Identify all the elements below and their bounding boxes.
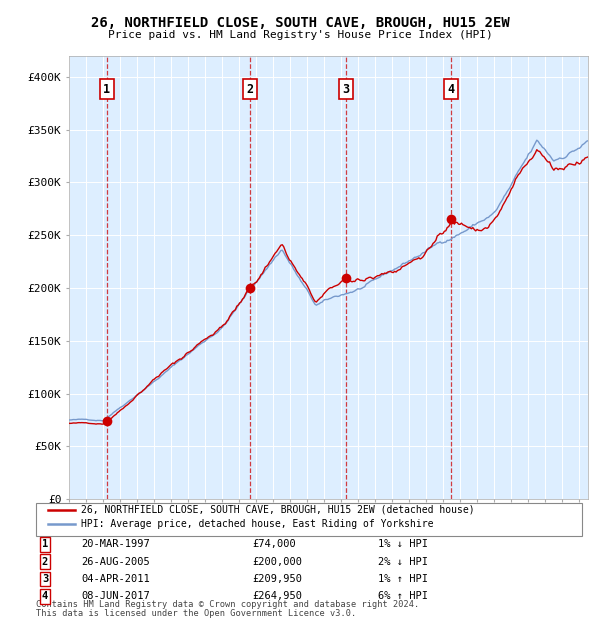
Text: 3: 3	[342, 82, 349, 95]
Text: £74,000: £74,000	[252, 539, 296, 549]
Text: 2: 2	[247, 82, 254, 95]
Text: 04-APR-2011: 04-APR-2011	[81, 574, 150, 584]
Text: £209,950: £209,950	[252, 574, 302, 584]
Text: 26, NORTHFIELD CLOSE, SOUTH CAVE, BROUGH, HU15 2EW (detached house): 26, NORTHFIELD CLOSE, SOUTH CAVE, BROUGH…	[81, 505, 475, 515]
Text: 2: 2	[42, 557, 48, 567]
Text: Price paid vs. HM Land Registry's House Price Index (HPI): Price paid vs. HM Land Registry's House …	[107, 30, 493, 40]
Text: £200,000: £200,000	[252, 557, 302, 567]
Text: 08-JUN-2017: 08-JUN-2017	[81, 591, 150, 601]
Text: £264,950: £264,950	[252, 591, 302, 601]
Text: HPI: Average price, detached house, East Riding of Yorkshire: HPI: Average price, detached house, East…	[81, 519, 433, 529]
Text: 20-MAR-1997: 20-MAR-1997	[81, 539, 150, 549]
Text: 4: 4	[447, 82, 454, 95]
Text: 1: 1	[42, 539, 48, 549]
Text: 1% ↑ HPI: 1% ↑ HPI	[378, 574, 428, 584]
Text: This data is licensed under the Open Government Licence v3.0.: This data is licensed under the Open Gov…	[36, 608, 356, 618]
Text: Contains HM Land Registry data © Crown copyright and database right 2024.: Contains HM Land Registry data © Crown c…	[36, 600, 419, 609]
Text: 26, NORTHFIELD CLOSE, SOUTH CAVE, BROUGH, HU15 2EW: 26, NORTHFIELD CLOSE, SOUTH CAVE, BROUGH…	[91, 16, 509, 30]
Text: 3: 3	[42, 574, 48, 584]
Text: 6% ↑ HPI: 6% ↑ HPI	[378, 591, 428, 601]
Text: 2% ↓ HPI: 2% ↓ HPI	[378, 557, 428, 567]
Text: 4: 4	[42, 591, 48, 601]
Text: 1% ↓ HPI: 1% ↓ HPI	[378, 539, 428, 549]
Text: 1: 1	[103, 82, 110, 95]
Text: 26-AUG-2005: 26-AUG-2005	[81, 557, 150, 567]
